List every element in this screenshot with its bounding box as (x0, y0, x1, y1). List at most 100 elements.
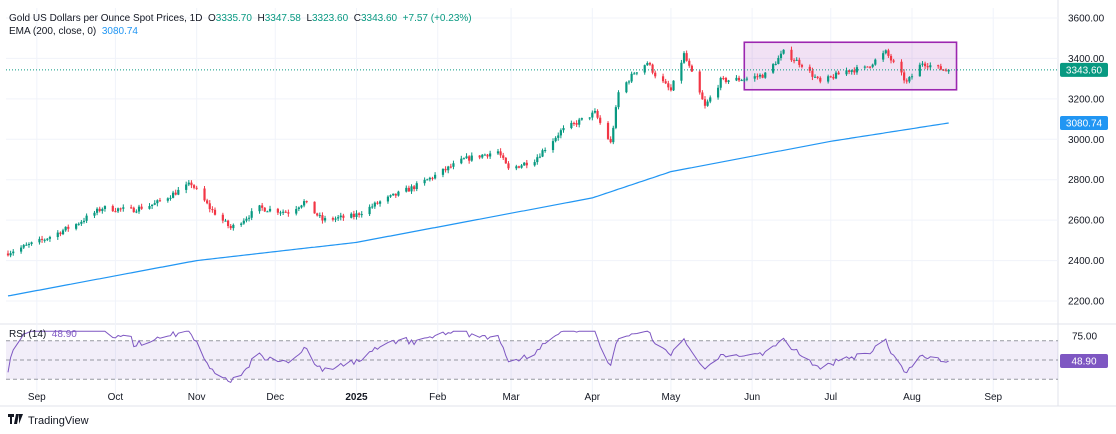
candle-body (263, 207, 266, 212)
price-axis[interactable]: 3600.00 3400.00 3200.00 3000.00 2800.00 2600.… (1060, 14, 1108, 369)
candle-body (572, 122, 576, 124)
candle (434, 172, 437, 180)
candle (426, 178, 429, 181)
rsi-tag-text: 48.90 (1071, 357, 1096, 368)
candle-body (268, 208, 272, 212)
candle (756, 73, 759, 80)
candle-body (190, 182, 193, 186)
candle (580, 117, 583, 121)
candle (832, 74, 835, 80)
candle (386, 195, 390, 204)
candle (284, 210, 287, 213)
candle-body (187, 182, 190, 185)
candle-body (525, 162, 528, 166)
candle (719, 76, 722, 91)
price-tick-label: 3400.00 (1068, 54, 1105, 65)
candle-body (868, 66, 872, 68)
brand[interactable]: TradingView (8, 414, 89, 427)
candle (774, 61, 777, 66)
candle (211, 206, 214, 213)
candle (452, 160, 455, 170)
candle-body (339, 215, 342, 218)
candle (339, 212, 342, 221)
ema-label[interactable]: EMA (200, close, 0) (9, 26, 97, 37)
candle-body (478, 155, 481, 158)
candle (190, 180, 193, 189)
candle-body (502, 155, 505, 158)
candle (504, 157, 507, 164)
candles-layer (6, 46, 950, 258)
candle-body (690, 65, 693, 72)
rsi-tag (1060, 354, 1108, 369)
candle-body (30, 242, 33, 244)
candle (483, 153, 486, 156)
candle-body (481, 154, 484, 158)
candle (85, 213, 88, 224)
candle-body (517, 166, 521, 168)
candle (478, 155, 481, 160)
candle-body (295, 208, 298, 214)
candle-body (772, 64, 775, 73)
candle (685, 50, 688, 62)
candle-body (61, 230, 65, 235)
candle (64, 226, 67, 232)
candle (654, 70, 657, 79)
candle (481, 154, 484, 159)
time-axis[interactable]: Sep Oct Nov Dec 2025 Feb Mar Apr May Jun Jul Aug Sep (28, 392, 1003, 403)
candle (682, 51, 686, 64)
candle-body (426, 179, 429, 181)
time-tick-label: Jul (824, 392, 837, 403)
candle-body (536, 157, 539, 163)
candle-body (368, 206, 371, 215)
candle (208, 200, 211, 213)
candle (517, 165, 521, 169)
candle-body (790, 49, 793, 61)
candle-body (832, 76, 835, 79)
candle-body (520, 165, 523, 168)
consolidation-rectangle (743, 41, 958, 91)
candle-body (908, 77, 911, 82)
candle-body (313, 201, 316, 214)
candle (701, 90, 704, 100)
candle-body (923, 63, 927, 67)
candle-body (447, 166, 450, 171)
candle-body (504, 157, 507, 164)
price-tick-label: 3000.00 (1068, 135, 1105, 146)
candle-body (98, 208, 101, 212)
candle-body (376, 202, 379, 204)
price-tick-label: 2600.00 (1068, 216, 1105, 227)
candle (431, 176, 434, 181)
candle-body (266, 211, 269, 213)
candle-body (158, 200, 162, 202)
candle (819, 76, 822, 84)
price-tick-label: 2200.00 (1068, 297, 1105, 308)
candle-body (889, 55, 893, 61)
candle-body (413, 186, 416, 190)
candle (447, 165, 450, 174)
candle (900, 59, 903, 76)
candle (297, 206, 300, 212)
candle-body (533, 162, 536, 166)
high-label: H (257, 13, 265, 24)
candle (588, 117, 591, 121)
time-tick-label: Oct (108, 392, 124, 403)
candle (596, 109, 599, 120)
candle (572, 121, 576, 126)
candle (918, 62, 921, 77)
candle-body (609, 138, 612, 143)
candle-body (59, 232, 62, 235)
low-label: L (306, 13, 312, 24)
low-value: 3323.60 (312, 13, 349, 24)
candle (533, 159, 536, 167)
candle (27, 242, 31, 248)
candle-body (871, 64, 874, 67)
candle-body (316, 213, 319, 216)
candle-body (863, 66, 866, 68)
symbol-title[interactable]: Gold US Dollars per Ounce Spot Prices, 1… (9, 13, 203, 24)
candle-body (905, 80, 908, 82)
candle-body (685, 53, 688, 61)
candle (486, 153, 489, 159)
open-label: O (207, 13, 216, 24)
rsi-label[interactable]: RSI (14) (9, 329, 47, 340)
